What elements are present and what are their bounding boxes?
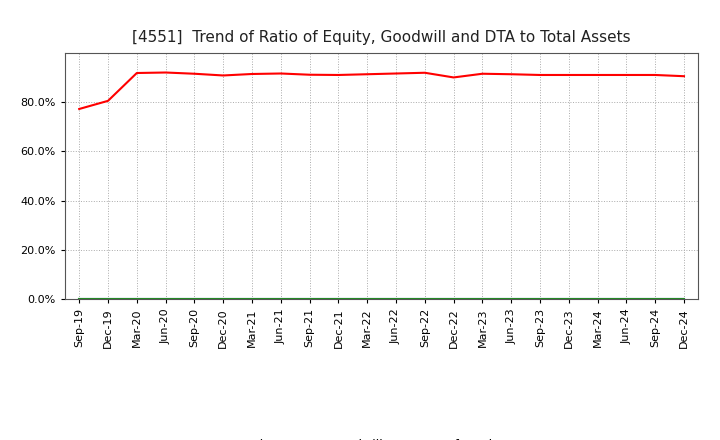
Equity <box>363 72 372 77</box>
Goodwill <box>132 297 141 302</box>
Deferred Tax Assets <box>449 297 458 302</box>
Deferred Tax Assets <box>392 297 400 302</box>
Equity <box>392 71 400 76</box>
Equity <box>104 98 112 103</box>
Equity <box>75 106 84 112</box>
Goodwill <box>248 297 256 302</box>
Deferred Tax Assets <box>219 297 228 302</box>
Deferred Tax Assets <box>276 297 285 302</box>
Line: Equity: Equity <box>79 73 684 109</box>
Goodwill <box>363 297 372 302</box>
Goodwill <box>651 297 660 302</box>
Goodwill <box>680 297 688 302</box>
Goodwill <box>507 297 516 302</box>
Goodwill <box>622 297 631 302</box>
Deferred Tax Assets <box>363 297 372 302</box>
Equity <box>651 72 660 77</box>
Equity <box>536 72 544 77</box>
Goodwill <box>536 297 544 302</box>
Deferred Tax Assets <box>507 297 516 302</box>
Deferred Tax Assets <box>651 297 660 302</box>
Equity <box>449 75 458 80</box>
Deferred Tax Assets <box>334 297 343 302</box>
Goodwill <box>449 297 458 302</box>
Deferred Tax Assets <box>248 297 256 302</box>
Legend: Equity, Goodwill, Deferred Tax Assets: Equity, Goodwill, Deferred Tax Assets <box>197 433 567 440</box>
Equity <box>622 72 631 77</box>
Goodwill <box>392 297 400 302</box>
Goodwill <box>75 297 84 302</box>
Deferred Tax Assets <box>75 297 84 302</box>
Goodwill <box>219 297 228 302</box>
Deferred Tax Assets <box>190 297 199 302</box>
Title: [4551]  Trend of Ratio of Equity, Goodwill and DTA to Total Assets: [4551] Trend of Ratio of Equity, Goodwil… <box>132 29 631 45</box>
Deferred Tax Assets <box>305 297 314 302</box>
Goodwill <box>276 297 285 302</box>
Deferred Tax Assets <box>593 297 602 302</box>
Equity <box>248 71 256 77</box>
Goodwill <box>593 297 602 302</box>
Equity <box>190 71 199 77</box>
Goodwill <box>161 297 170 302</box>
Deferred Tax Assets <box>161 297 170 302</box>
Goodwill <box>190 297 199 302</box>
Goodwill <box>305 297 314 302</box>
Deferred Tax Assets <box>564 297 573 302</box>
Equity <box>132 70 141 76</box>
Equity <box>334 72 343 77</box>
Goodwill <box>334 297 343 302</box>
Equity <box>420 70 429 75</box>
Deferred Tax Assets <box>420 297 429 302</box>
Deferred Tax Assets <box>536 297 544 302</box>
Equity <box>276 71 285 76</box>
Goodwill <box>478 297 487 302</box>
Equity <box>593 72 602 77</box>
Equity <box>161 70 170 75</box>
Equity <box>507 72 516 77</box>
Deferred Tax Assets <box>622 297 631 302</box>
Equity <box>478 71 487 77</box>
Deferred Tax Assets <box>132 297 141 302</box>
Deferred Tax Assets <box>104 297 112 302</box>
Deferred Tax Assets <box>680 297 688 302</box>
Goodwill <box>104 297 112 302</box>
Goodwill <box>420 297 429 302</box>
Equity <box>305 72 314 77</box>
Goodwill <box>564 297 573 302</box>
Equity <box>219 73 228 78</box>
Deferred Tax Assets <box>478 297 487 302</box>
Equity <box>680 73 688 79</box>
Equity <box>564 72 573 77</box>
